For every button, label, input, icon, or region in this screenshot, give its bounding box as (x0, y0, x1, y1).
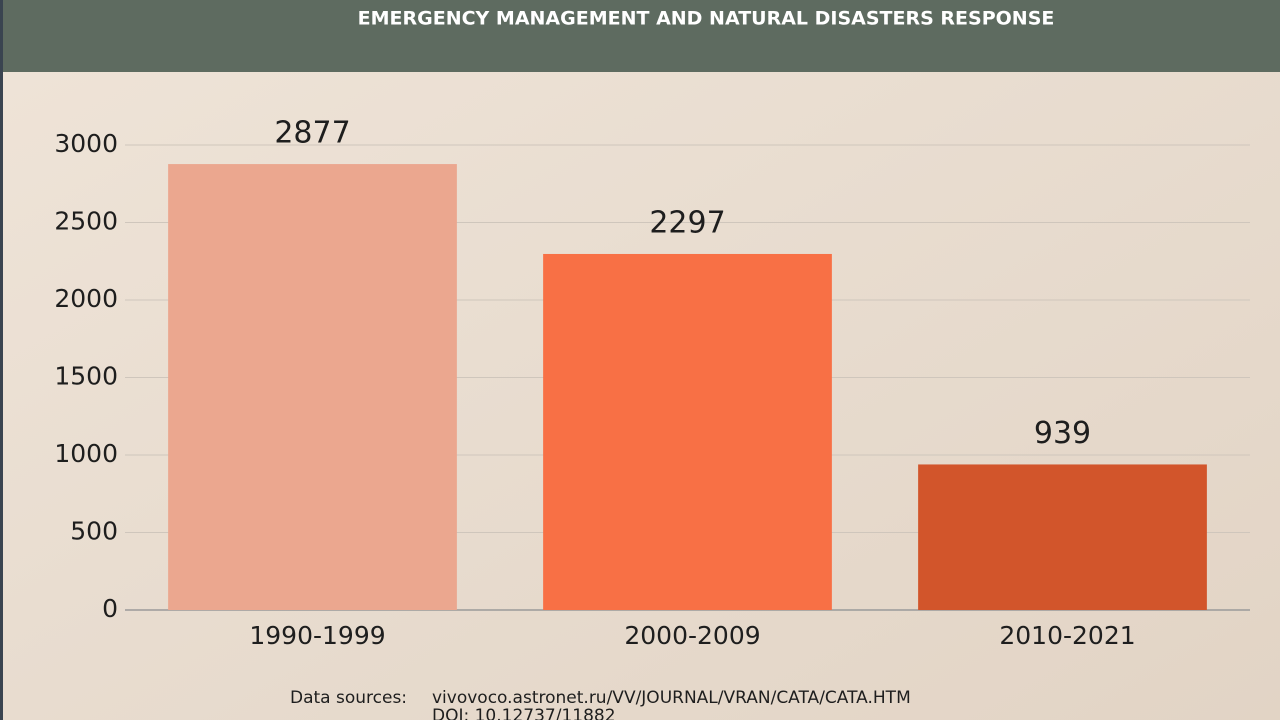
value-label: 2297 (649, 205, 725, 240)
x-tick-label: 2010-2021 (999, 621, 1135, 650)
value-label: 2877 (274, 116, 350, 151)
bar (543, 253, 832, 610)
chart-title: EMERGENCY MANAGEMENT AND NATURAL DISASTE… (358, 8, 1055, 30)
source: DOI: 10.12737/11882 (432, 706, 616, 720)
y-tick-label: 1000 (54, 439, 118, 468)
header-bar (0, 0, 1280, 72)
y-tick-label: 3000 (54, 129, 118, 158)
y-tick-label: 500 (70, 517, 118, 546)
value-label: 939 (1034, 416, 1091, 451)
source: vivovoco.astronet.ru/VV/JOURNAL/VRAN/CAT… (432, 688, 911, 708)
x-tick-label: 1990-1999 (249, 621, 385, 650)
source-label: Data sources: (290, 688, 407, 708)
x-tick-label: 2000-2009 (624, 621, 760, 650)
y-tick-label: 1500 (54, 362, 118, 391)
bar (918, 464, 1207, 610)
y-tick-label: 2000 (54, 284, 118, 313)
y-tick-label: 2500 (54, 207, 118, 236)
bar (168, 164, 457, 610)
y-tick-label: 0 (102, 594, 118, 623)
left-edge (0, 0, 3, 720)
